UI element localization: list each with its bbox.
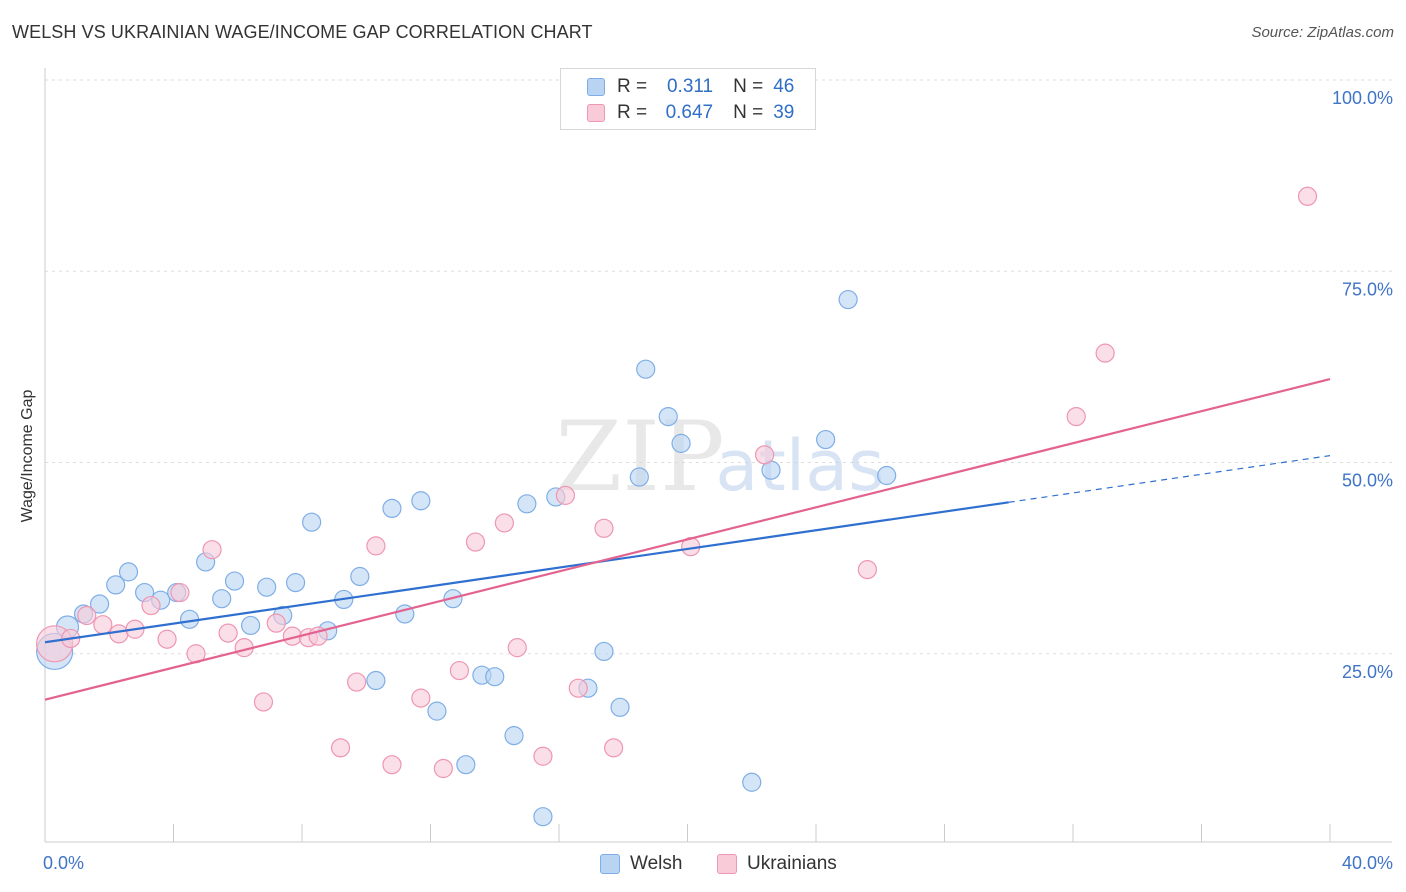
- ukrainians-point: [157, 629, 177, 649]
- ukrainians-point: [449, 660, 470, 681]
- welsh-r-value: 0.311: [666, 76, 714, 97]
- ukrainians-point: [253, 692, 274, 712]
- trendlines: [44, 378, 1331, 701]
- ukrainians-point: [754, 445, 775, 465]
- ukrainians-r-value: 0.647: [665, 102, 714, 123]
- y-tick-label: 100.0%: [1332, 88, 1393, 108]
- source-label: Source: ZipAtlas.com: [1251, 24, 1394, 41]
- welsh-point: [411, 491, 431, 511]
- welsh-point: [877, 465, 897, 486]
- welsh-point: [427, 701, 447, 721]
- welsh-point: [742, 772, 762, 792]
- welsh-points: [36, 289, 897, 827]
- welsh-point: [816, 429, 836, 450]
- ukrainians-point: [594, 518, 614, 538]
- n-label: N =: [733, 102, 764, 123]
- bottom-legend-welsh: Welsh: [600, 852, 682, 876]
- welsh-point: [257, 577, 277, 597]
- ukrainians-swatch: [587, 104, 605, 122]
- welsh-point: [302, 512, 322, 532]
- welsh-point: [118, 562, 139, 582]
- ukrainians-point: [411, 688, 431, 708]
- welsh-point: [350, 566, 370, 587]
- r-label: R =: [617, 102, 648, 123]
- ukrainians-point: [170, 582, 190, 603]
- chart-title: WELSH VS UKRAINIAN WAGE/INCOME GAP CORRE…: [12, 22, 593, 42]
- welsh-point: [636, 359, 656, 379]
- welsh-point: [838, 289, 858, 310]
- welsh-point: [517, 494, 537, 514]
- legend-row-welsh: R = 0.311 N = 46: [587, 75, 794, 99]
- ukrainians-point: [533, 746, 553, 766]
- ukrainians-point: [93, 615, 113, 635]
- ukrainians-point: [555, 485, 576, 505]
- ukrainians-point: [1297, 186, 1318, 206]
- ukrainians-point: [382, 755, 402, 775]
- watermark-zip: ZIP: [555, 401, 724, 513]
- ukrainians-point: [604, 738, 624, 758]
- ukrainians-points: [36, 186, 1318, 779]
- ukrainians-legend-label: Ukrainians: [747, 853, 837, 874]
- ukrainians-point: [77, 605, 97, 626]
- ukrainians-point: [857, 559, 878, 580]
- gridlines: [45, 79, 1392, 655]
- n-label: N =: [733, 76, 764, 97]
- ukrainians-point: [568, 678, 588, 698]
- ukrainians-point: [433, 758, 453, 779]
- axes: [44, 68, 1392, 843]
- welsh-point: [90, 594, 110, 614]
- welsh-point: [285, 573, 306, 593]
- ukrainians-point: [465, 532, 486, 552]
- welsh-point: [224, 571, 245, 591]
- ukrainians-swatch: [717, 854, 737, 874]
- ukrainians-point: [366, 536, 386, 556]
- welsh-point: [658, 407, 678, 427]
- welsh-point: [106, 575, 126, 595]
- ukrainians-point: [330, 738, 351, 758]
- ukrainians-point: [1066, 407, 1086, 427]
- y-tick-label: 25.0%: [1342, 662, 1393, 682]
- welsh-point: [629, 467, 649, 487]
- welsh-point: [533, 807, 553, 827]
- welsh-swatch: [587, 78, 605, 96]
- bottom-legend-ukrainians: Ukrainians: [717, 852, 837, 876]
- y-tick-label: 50.0%: [1342, 471, 1393, 491]
- tick-labels: 25.0% 50.0% 75.0% 100.0% 0.0% 40.0%: [43, 88, 1393, 873]
- welsh-swatch: [600, 854, 620, 874]
- welsh-point: [504, 726, 524, 746]
- welsh-point: [485, 667, 505, 687]
- correlation-legend: R = 0.311 N = 46 R = 0.647 N = 39: [560, 68, 816, 130]
- x-tick-label-max: 40.0%: [1342, 853, 1393, 873]
- r-label: R =: [617, 76, 648, 97]
- welsh-legend-label: Welsh: [630, 853, 683, 874]
- y-tick-label: 75.0%: [1342, 279, 1393, 299]
- ukrainians-trendline: [44, 378, 1331, 701]
- ukrainians-point: [141, 595, 161, 616]
- ukrainians-point: [109, 624, 129, 644]
- welsh-point: [671, 433, 691, 453]
- ukrainians-point: [507, 638, 527, 658]
- welsh-point: [366, 670, 386, 691]
- welsh-trendline: [44, 501, 1009, 644]
- watermark-atlas: atlas: [715, 425, 884, 507]
- ukrainians-point: [1095, 343, 1115, 363]
- welsh-point: [594, 641, 614, 662]
- ukrainians-n-value: 39: [773, 102, 795, 123]
- welsh-point: [212, 589, 232, 609]
- welsh-trendline-extension: [1008, 455, 1331, 503]
- ukrainians-point: [202, 540, 222, 560]
- ukrainians-point: [218, 623, 238, 643]
- watermark: ZIP atlas: [555, 401, 884, 513]
- welsh-point: [610, 697, 630, 717]
- welsh-n-value: 46: [773, 76, 795, 97]
- ukrainians-point: [266, 613, 286, 633]
- welsh-point: [382, 498, 402, 518]
- welsh-point: [456, 755, 476, 775]
- welsh-point: [241, 615, 261, 636]
- x-tick-label-min: 0.0%: [43, 853, 84, 873]
- ukrainians-point: [494, 513, 514, 533]
- legend-row-ukrainians: R = 0.647 N = 39: [587, 101, 794, 125]
- ukrainians-point: [347, 672, 367, 692]
